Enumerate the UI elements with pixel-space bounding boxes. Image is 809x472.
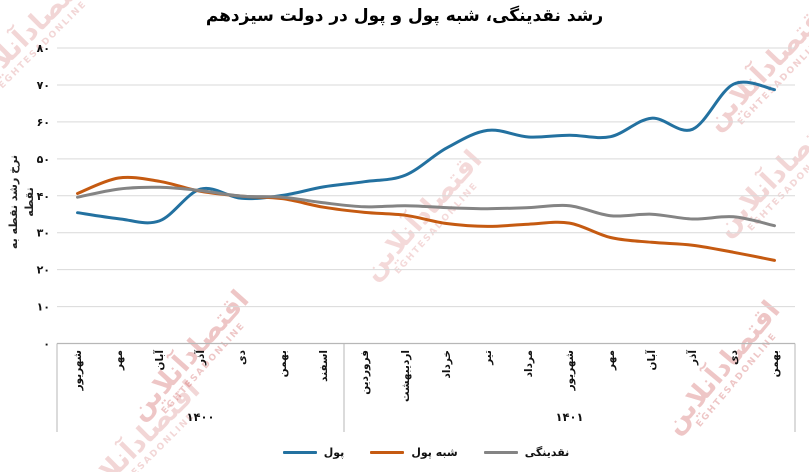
legend-item-money: پول <box>282 445 345 459</box>
y-tick-label: ۱۰ <box>37 301 50 314</box>
x-tick-label: خرداد <box>440 350 453 379</box>
legend-item-quasi-money: شبه پول <box>370 445 458 459</box>
x-tick-label: اردیبهشت <box>399 350 412 402</box>
y-tick-label: ۶۰ <box>37 116 50 129</box>
x-tick-label: مهر <box>112 350 125 370</box>
x-tick-label: فروردین <box>358 350 371 395</box>
legend-label: شبه پول <box>411 445 458 459</box>
x-tick-label: آبان <box>645 350 658 371</box>
liquidity-line <box>76 185 776 228</box>
money-line <box>76 80 776 225</box>
y-tick-label: ۵۰ <box>37 153 50 166</box>
legend-label: نقدینگی <box>524 445 570 459</box>
year-label: ۱۴۰۱ <box>555 410 584 424</box>
legend-label: پول <box>323 445 345 459</box>
legend-item-liquidity: نقدینگی <box>483 445 570 459</box>
y-tick-label: ۳۰ <box>37 227 50 240</box>
legend: پول شبه پول نقدینگی <box>57 441 795 463</box>
chart-title: رشد نقدینگی، شبه پول و پول در دولت سیزده… <box>205 6 604 26</box>
legend-line-marker <box>282 450 317 454</box>
y-tick-label: ۲۰ <box>37 264 50 277</box>
y-tick-label: ۷۰ <box>37 79 50 92</box>
x-tick-label: آذر <box>686 350 699 366</box>
x-tick-label: بهمن <box>768 350 781 378</box>
x-tick-label: تیر <box>481 350 494 365</box>
year-label: ۱۴۰۰ <box>186 410 215 424</box>
x-tick-label: دی <box>727 350 740 366</box>
y-tick-label: ۴۰ <box>37 190 50 203</box>
x-tick-label: شهریور <box>71 350 84 391</box>
y-tick-label: ۸۰ <box>37 42 50 55</box>
legend-line-marker <box>370 450 405 454</box>
x-tick-label: بهمن <box>276 350 289 378</box>
y-tick-label: ۰ <box>43 338 50 351</box>
legend-line-marker <box>483 450 518 454</box>
x-tick-label: اسفند <box>317 350 330 382</box>
